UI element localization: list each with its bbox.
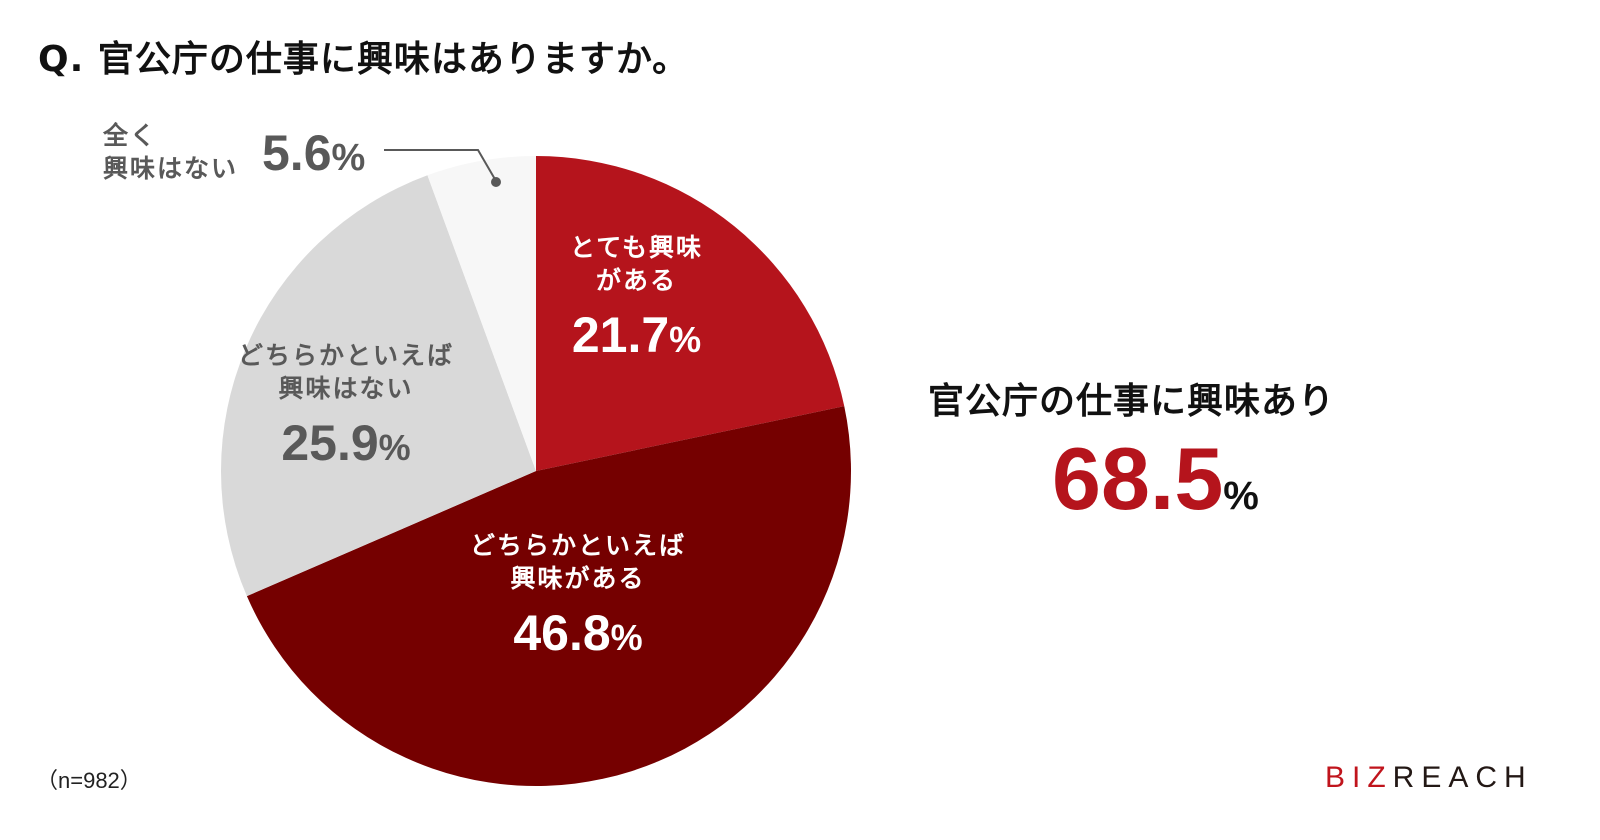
chart-title: Q. 官公庁の仕事に興味はありますか。 [38, 39, 690, 80]
slice-label-somewhat-interested: どちらかといえば 興味がある 46.8% [470, 531, 687, 661]
summary-title: 官公庁の仕事に興味あり [928, 381, 1336, 422]
bizreach-logo: BIZREACH [1325, 761, 1533, 794]
slice-label-somewhat-not-interested: どちらかといえば 興味はない 25.9% [238, 341, 455, 471]
slice-label-very-interested: とても興味 がある 21.7% [570, 233, 704, 363]
slice-somewhat-interested [246, 406, 851, 786]
sample-size-note: （n=982） [36, 768, 142, 793]
slice-label-not-interested: 全く 興味はない [103, 121, 239, 183]
summary-value: 68.5% [1052, 429, 1259, 528]
slice-very-interested [536, 156, 845, 471]
leader-line [384, 149, 497, 182]
slice-pct-not-interested: 5.6% [262, 125, 366, 181]
slice-not-interested [427, 156, 536, 471]
slice-somewhat-not-interested [221, 175, 536, 597]
leader-dot [491, 177, 501, 187]
